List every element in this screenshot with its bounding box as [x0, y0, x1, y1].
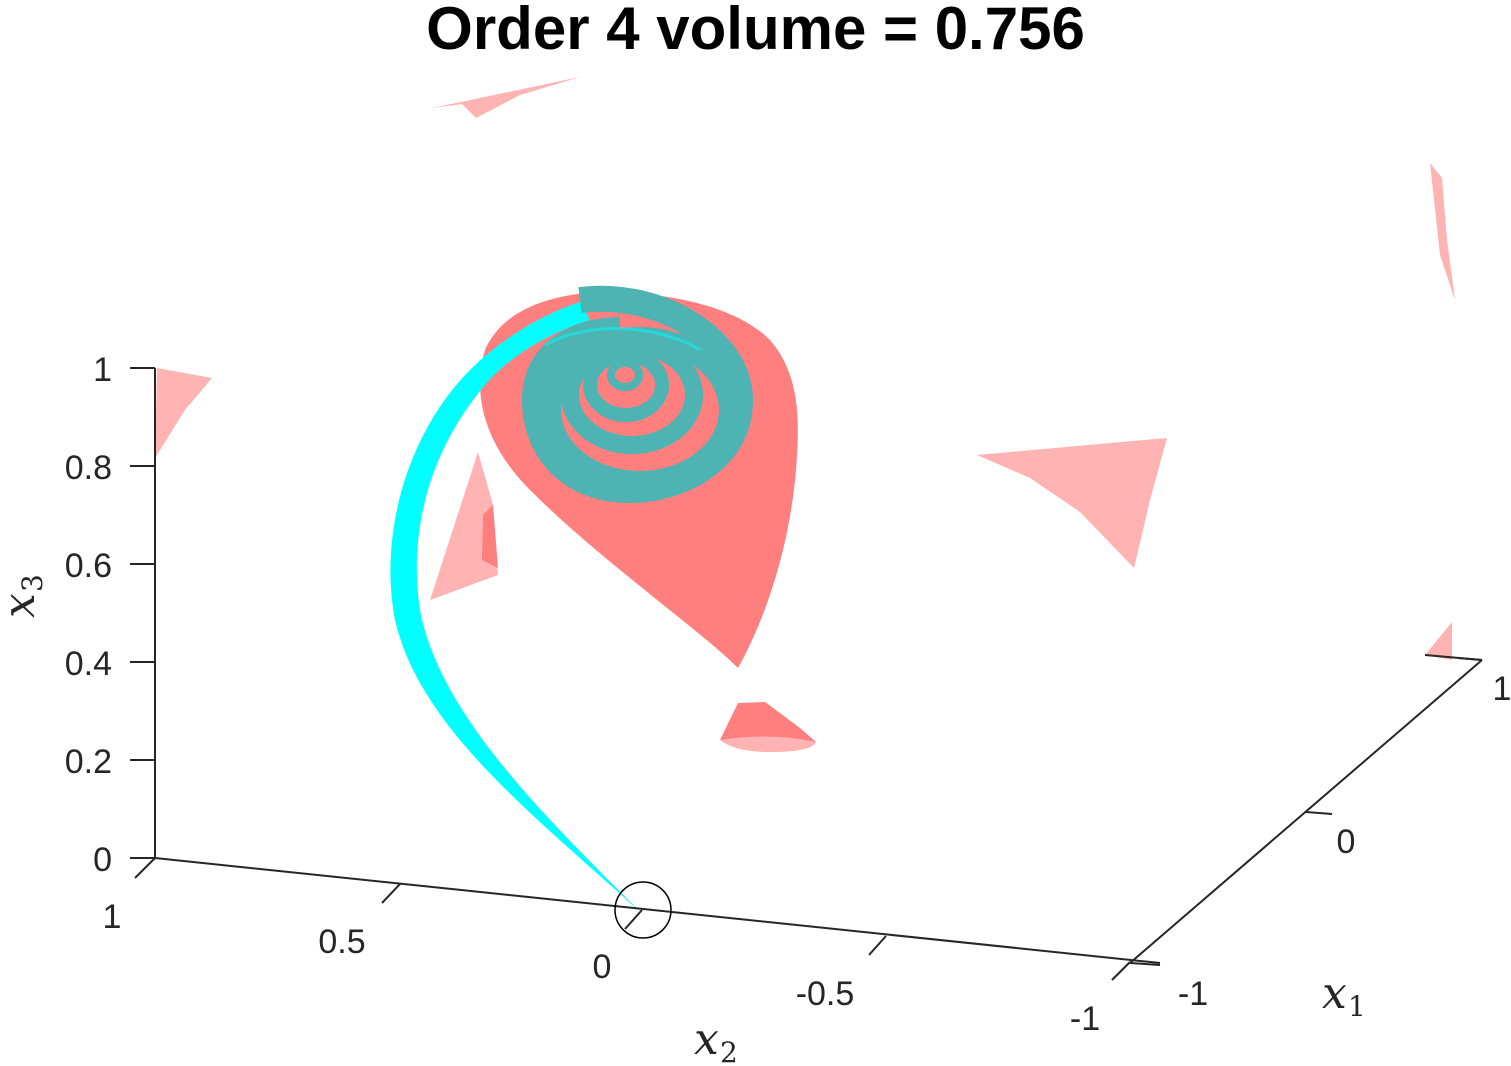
- surface-fragment-mid-left-shade: [482, 505, 498, 568]
- x3-tick-label: 0.2: [65, 743, 112, 781]
- volume-surface-fragments: [155, 77, 1455, 752]
- x2-axis-label: x 2: [694, 1014, 738, 1066]
- x3-tick-label: 0: [93, 841, 112, 879]
- x2-tick-labels: 1 0.5 0 -0.5 -1: [103, 898, 1101, 1038]
- x3-tick-label: 0.6: [65, 547, 112, 585]
- x3-tick-label: 0.8: [65, 449, 112, 487]
- x2-axis-line: [154, 857, 1161, 964]
- x1-axis-line: [1129, 659, 1483, 964]
- surface-fragment-left: [155, 368, 212, 458]
- svg-text:1: 1: [1348, 990, 1366, 1023]
- surface-fragment-bottom: [720, 702, 816, 749]
- surface-fragment-mid-left: [430, 452, 498, 600]
- svg-text:x: x: [1322, 968, 1347, 1019]
- x3-axis-label: x 3: [0, 574, 49, 618]
- axes: [130, 367, 1483, 981]
- surface-fragment-right-edge: [1430, 163, 1455, 300]
- x1-tick-label: 1: [1493, 670, 1511, 708]
- origin-marker: [614, 881, 672, 939]
- trajectory-spiral: [521, 285, 754, 504]
- svg-text:x: x: [0, 593, 45, 618]
- svg-text:x: x: [694, 1014, 719, 1065]
- trajectory-tube: [390, 302, 640, 912]
- x2-tick-label: 1: [103, 898, 122, 936]
- surface-fragment-top: [432, 77, 580, 118]
- x1-tick-label: -1: [1178, 975, 1208, 1013]
- surface-fragment-bottom-light: [720, 736, 816, 752]
- x1-tick-label: 0: [1337, 823, 1356, 861]
- svg-text:2: 2: [720, 1036, 738, 1066]
- x2-tick-label: -1: [1070, 1000, 1100, 1038]
- x2-tick-label: 0.5: [318, 923, 365, 961]
- x1-axis-label: x 1: [1322, 968, 1366, 1023]
- x1-tick-labels: -1 0 1: [1178, 670, 1511, 1013]
- x3-tick-label: 1: [93, 351, 112, 389]
- x2-tick-label: 0: [593, 948, 612, 986]
- x2-tick-label: -0.5: [796, 975, 855, 1013]
- x3-tick-labels: 1 0.8 0.6 0.4 0.2 0: [65, 351, 112, 879]
- svg-text:3: 3: [16, 574, 49, 592]
- surface-fragment-right: [977, 438, 1167, 568]
- chart-title: Order 4 volume = 0.756: [426, 0, 1085, 62]
- x3-tick-label: 0.4: [65, 645, 112, 683]
- surface-fragment-far-right: [1425, 622, 1452, 660]
